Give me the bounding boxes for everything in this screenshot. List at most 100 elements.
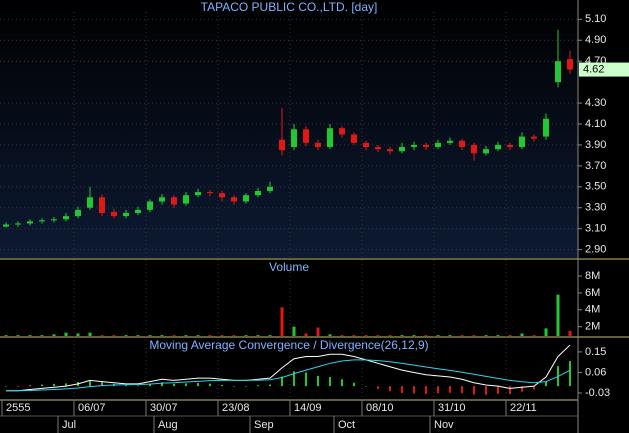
histogram-bar xyxy=(257,385,259,387)
volume-bar xyxy=(340,335,344,336)
histogram-bar xyxy=(509,386,511,395)
month-label: Aug xyxy=(158,419,178,431)
histogram-bar xyxy=(245,386,247,387)
candle-body xyxy=(351,134,357,143)
x-tick-label: 2555 xyxy=(6,402,30,414)
histogram-bar xyxy=(5,386,7,387)
candle-body xyxy=(363,142,369,148)
volume-bar xyxy=(4,335,8,336)
volume-bar xyxy=(544,328,548,336)
volume-bar xyxy=(40,335,44,336)
chart-title: TAPACO PUBLIC CO.,LTD. [day] xyxy=(201,0,378,14)
y-tick-label: 3.70 xyxy=(585,160,606,172)
candle-body xyxy=(459,140,465,148)
candle-body xyxy=(3,224,9,227)
volume-bar xyxy=(364,335,368,336)
histogram-bar xyxy=(545,381,547,387)
volume-bar xyxy=(160,335,164,336)
volume-bar xyxy=(508,335,512,336)
volume-bar xyxy=(556,294,560,336)
histogram-bar xyxy=(521,386,523,392)
candle-body xyxy=(111,211,117,217)
candle-body xyxy=(207,192,213,194)
volume-bar xyxy=(172,335,176,336)
histogram-bar xyxy=(497,386,499,394)
volume-bar xyxy=(196,335,200,336)
candle-body xyxy=(483,149,489,154)
y-tick-label: 4M xyxy=(585,304,600,316)
candle-body xyxy=(27,221,33,224)
y-tick-label: -0.03 xyxy=(585,387,610,399)
month-label: Jul xyxy=(62,419,76,431)
candle-body xyxy=(435,142,441,148)
candle-body xyxy=(555,61,561,83)
x-tick-label: 31/10 xyxy=(438,402,466,414)
candle-body xyxy=(447,140,453,143)
y-tick-label: 3.90 xyxy=(585,139,606,151)
histogram-bar xyxy=(161,382,163,387)
y-tick-label: 3.50 xyxy=(585,181,606,193)
candle-body xyxy=(495,144,501,150)
volume-bar xyxy=(484,335,488,336)
y-tick-label: 4.30 xyxy=(585,97,606,109)
candle-body xyxy=(159,197,165,202)
candle-body xyxy=(51,219,57,221)
candle-body xyxy=(63,216,69,220)
histogram-bar xyxy=(17,386,19,387)
candle-body xyxy=(171,197,177,205)
volume-bar xyxy=(64,332,68,336)
volume-bar xyxy=(352,335,356,336)
volume-bar xyxy=(304,333,308,336)
candle-body xyxy=(567,59,573,70)
price-panel xyxy=(0,0,578,258)
y-tick-label: 4.70 xyxy=(585,55,606,67)
volume-bar xyxy=(244,335,248,336)
histogram-bar xyxy=(197,382,199,387)
candle-body xyxy=(231,197,237,202)
y-tick-label: 6M xyxy=(585,287,600,299)
volume-bar xyxy=(292,326,296,336)
y-tick-label: 4.10 xyxy=(585,118,606,130)
volume-bar xyxy=(52,334,56,336)
histogram-bar xyxy=(137,385,139,387)
candle-body xyxy=(543,118,549,137)
histogram-bar xyxy=(389,386,391,392)
volume-bar xyxy=(112,335,116,336)
candle-body xyxy=(471,144,477,154)
histogram-bar xyxy=(569,361,571,387)
volume-bar xyxy=(28,335,32,336)
candle-body xyxy=(195,192,201,196)
candle-body xyxy=(123,212,129,217)
histogram-bar xyxy=(269,384,271,387)
candle-body xyxy=(411,144,417,148)
month-label: Sep xyxy=(254,419,274,431)
x-tick-label: 30/07 xyxy=(150,402,178,414)
candle-body xyxy=(339,128,345,135)
macd-line xyxy=(6,359,571,392)
candle-body xyxy=(147,201,153,210)
histogram-bar xyxy=(101,382,103,387)
histogram-bar xyxy=(41,384,43,387)
candle-body xyxy=(327,128,333,148)
price-label-box xyxy=(579,62,629,77)
candle-body xyxy=(423,144,429,148)
current-price: 4.62 xyxy=(583,63,604,75)
volume-bar xyxy=(232,335,236,336)
candle-body xyxy=(75,209,81,217)
volume-bar xyxy=(532,335,536,336)
volume-bar xyxy=(436,335,440,336)
histogram-bar xyxy=(413,386,415,394)
candle-body xyxy=(135,209,141,213)
candle-body xyxy=(279,139,285,151)
month-label: Oct xyxy=(338,419,355,431)
candle-body xyxy=(99,197,105,213)
histogram-bar xyxy=(29,385,31,387)
candle-body xyxy=(531,136,537,139)
volume-bar xyxy=(184,335,188,336)
volume-bar xyxy=(388,335,392,336)
candle-body xyxy=(399,147,405,152)
volume-bar xyxy=(208,335,212,336)
candle-body xyxy=(291,129,297,148)
histogram-bar xyxy=(185,383,187,387)
